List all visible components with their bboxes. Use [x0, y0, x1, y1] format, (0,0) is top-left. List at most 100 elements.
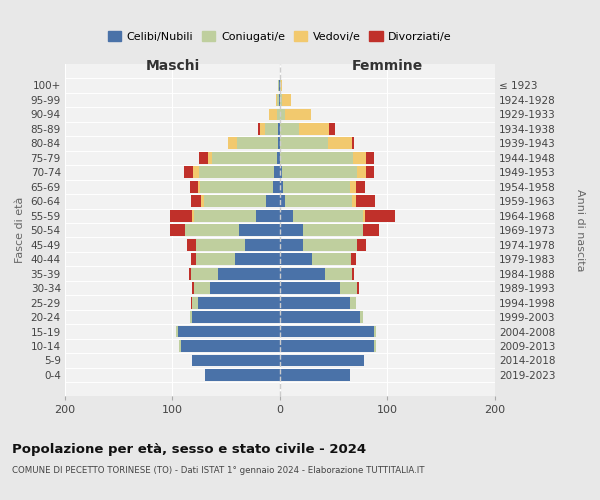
Bar [282, 166, 357, 178]
Bar [357, 239, 366, 250]
Bar [362, 224, 379, 236]
Bar [352, 196, 356, 207]
Bar [212, 152, 277, 164]
Bar [277, 94, 279, 106]
Bar [283, 181, 350, 192]
Text: Maschi: Maschi [145, 59, 200, 73]
Bar [293, 210, 362, 222]
Bar [205, 369, 280, 381]
Bar [280, 340, 374, 352]
Bar [239, 224, 280, 236]
Bar [280, 80, 281, 92]
Bar [279, 80, 280, 92]
Bar [340, 282, 357, 294]
Bar [199, 166, 274, 178]
Bar [352, 138, 354, 149]
Bar [350, 296, 356, 308]
Bar [196, 239, 245, 250]
Y-axis label: Anni di nascita: Anni di nascita [575, 189, 585, 272]
Bar [179, 340, 181, 352]
Bar [196, 253, 235, 265]
Bar [170, 210, 192, 222]
Bar [361, 311, 362, 323]
Bar [366, 152, 374, 164]
Bar [280, 282, 340, 294]
Bar [237, 138, 278, 149]
Bar [280, 196, 285, 207]
Bar [191, 196, 202, 207]
Bar [181, 340, 280, 352]
Bar [191, 268, 218, 280]
Bar [325, 268, 352, 280]
Bar [362, 210, 365, 222]
Legend: Celibi/Nubili, Coniugati/e, Vedovi/e, Divorziati/e: Celibi/Nubili, Coniugati/e, Vedovi/e, Di… [103, 27, 457, 46]
Bar [280, 166, 282, 178]
Bar [191, 296, 192, 308]
Bar [280, 239, 304, 250]
Bar [192, 210, 194, 222]
Bar [280, 108, 285, 120]
Bar [374, 326, 376, 338]
Bar [199, 152, 208, 164]
Bar [304, 224, 362, 236]
Text: Femmine: Femmine [352, 59, 423, 73]
Bar [178, 326, 280, 338]
Bar [299, 123, 329, 135]
Bar [198, 181, 200, 192]
Text: Popolazione per età, sesso e stato civile - 2024: Popolazione per età, sesso e stato civil… [12, 442, 366, 456]
Bar [279, 94, 280, 106]
Y-axis label: Fasce di età: Fasce di età [15, 197, 25, 264]
Bar [280, 123, 299, 135]
Bar [280, 181, 283, 192]
Bar [312, 253, 351, 265]
Bar [218, 268, 280, 280]
Bar [259, 123, 260, 135]
Bar [356, 181, 365, 192]
Bar [374, 340, 376, 352]
Bar [365, 210, 395, 222]
Bar [235, 253, 280, 265]
Bar [176, 326, 178, 338]
Text: COMUNE DI PECETTO TORINESE (TO) - Dati ISTAT 1° gennaio 2024 - Elaborazione TUTT: COMUNE DI PECETTO TORINESE (TO) - Dati I… [12, 466, 425, 475]
Bar [280, 253, 312, 265]
Bar [198, 296, 280, 308]
Bar [328, 138, 352, 149]
Bar [278, 138, 280, 149]
Bar [280, 152, 353, 164]
Bar [329, 123, 335, 135]
Bar [280, 311, 361, 323]
Bar [366, 166, 374, 178]
Bar [184, 166, 193, 178]
Bar [280, 296, 350, 308]
Bar [185, 224, 239, 236]
Bar [192, 296, 198, 308]
Bar [275, 94, 277, 106]
Bar [357, 282, 359, 294]
Bar [190, 311, 192, 323]
Bar [203, 196, 266, 207]
Bar [170, 224, 185, 236]
Bar [280, 268, 325, 280]
Bar [194, 282, 210, 294]
Bar [274, 166, 280, 178]
Bar [353, 152, 366, 164]
Bar [278, 123, 280, 135]
Bar [274, 181, 280, 192]
Bar [228, 138, 237, 149]
Bar [357, 166, 366, 178]
Bar [192, 311, 280, 323]
Bar [352, 268, 354, 280]
Bar [351, 253, 356, 265]
Bar [202, 196, 203, 207]
Bar [208, 152, 212, 164]
Bar [280, 210, 293, 222]
Bar [266, 196, 280, 207]
Bar [256, 210, 280, 222]
Bar [190, 181, 198, 192]
Bar [280, 138, 328, 149]
Bar [280, 224, 304, 236]
Bar [200, 181, 274, 192]
Bar [210, 282, 280, 294]
Bar [285, 196, 352, 207]
Bar [278, 80, 279, 92]
